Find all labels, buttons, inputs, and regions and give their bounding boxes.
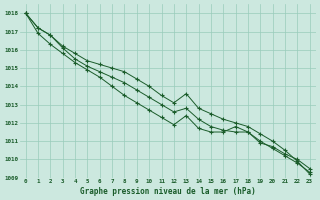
X-axis label: Graphe pression niveau de la mer (hPa): Graphe pression niveau de la mer (hPa) (80, 187, 256, 196)
